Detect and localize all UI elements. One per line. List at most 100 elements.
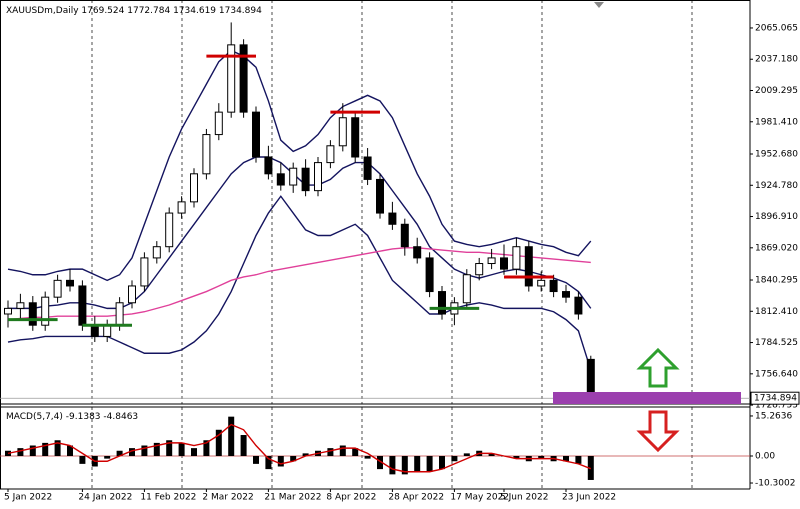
- candle-body: [338, 117, 347, 147]
- x-tick-label: 21 Mar 2022: [264, 493, 321, 503]
- x-tick-label: 11 Feb 2022: [140, 493, 196, 503]
- macd-bar: [575, 456, 582, 464]
- candle-body: [177, 201, 186, 214]
- macd-bar: [377, 456, 383, 470]
- candle-body: [289, 167, 298, 186]
- macd-signal-line: [7, 423, 592, 473]
- candle-body: [351, 117, 360, 158]
- candle-body: [276, 173, 285, 186]
- candle-body: [90, 324, 99, 337]
- candle-body: [314, 162, 322, 192]
- high: 1772.784: [127, 6, 170, 16]
- candle-body: [400, 223, 409, 248]
- x-tick-label: 2 Mar 2022: [202, 493, 253, 503]
- candle-body: [53, 279, 62, 298]
- x-tick-label: 17 May 2022: [450, 493, 509, 503]
- macd-bar: [42, 442, 49, 456]
- candle-body: [41, 296, 50, 326]
- macd-bar: [253, 456, 259, 464]
- candle-body: [66, 279, 74, 287]
- x-tick-label: 5 Jan 2022: [4, 493, 52, 503]
- candle-body: [252, 111, 260, 158]
- candle-body: [475, 263, 484, 276]
- x-tick-label: 28 Apr 2022: [388, 493, 444, 503]
- macd-bar: [166, 440, 173, 456]
- macd-header: MACD(5,7,4) -9.1383 -4.8463: [6, 412, 138, 422]
- candle-body: [326, 145, 335, 164]
- candle-body: [537, 279, 546, 287]
- candle-body: [202, 134, 211, 175]
- macd-bar: [352, 448, 359, 456]
- candle-body: [363, 156, 372, 180]
- candle-body: [376, 178, 384, 214]
- macd-bar: [67, 445, 73, 456]
- macd-bar: [215, 429, 222, 456]
- y-tick-label: 1869.020: [755, 243, 798, 253]
- y-tick-label: 2037.180: [755, 55, 798, 65]
- candle-body: [239, 44, 248, 113]
- down-arrow: [636, 410, 680, 453]
- candle-body: [103, 324, 112, 337]
- macd-main: -9.1383: [66, 412, 101, 422]
- macd-bar: [414, 456, 421, 472]
- macd-bar: [327, 448, 334, 456]
- open: 1769.524: [81, 6, 124, 16]
- macd-bar: [302, 453, 309, 456]
- candle-body: [152, 246, 161, 259]
- candle-body: [165, 212, 174, 248]
- y-tick-label: 0.00: [755, 452, 775, 462]
- macd-bar: [153, 442, 160, 456]
- current-price: 1734.894: [754, 394, 797, 404]
- macd-bar: [439, 456, 445, 470]
- candle-body: [227, 44, 236, 113]
- candle-body: [438, 291, 446, 315]
- candle-body: [549, 279, 558, 293]
- x-tick-label: 8 Apr 2022: [326, 493, 376, 503]
- macd-bar: [17, 448, 24, 456]
- y-tick-label: 1981.410: [755, 117, 798, 127]
- candle-body: [140, 257, 149, 287]
- macd-bar: [228, 416, 235, 456]
- macd-bar: [141, 445, 148, 456]
- macd-bar: [116, 450, 123, 456]
- macd-bar: [463, 453, 470, 456]
- candle-body: [28, 302, 37, 326]
- low: 1734.619: [173, 6, 216, 16]
- shift-marker: [594, 2, 604, 8]
- candle-body: [562, 291, 570, 298]
- y-tick-label: 1812.410: [755, 307, 798, 317]
- macd-bar: [364, 456, 371, 459]
- y-tick-label: -10.3002: [755, 479, 795, 489]
- macd-bar: [191, 448, 197, 456]
- y-tick-label: 1896.910: [755, 212, 798, 222]
- candle-body: [425, 257, 434, 293]
- symbol: XAUUSDm,Daily: [6, 6, 79, 16]
- macd-bar: [488, 453, 495, 456]
- candle-body: [524, 246, 533, 287]
- macd-bar: [5, 450, 11, 456]
- x-tick-label: 5 Jun 2022: [500, 493, 548, 503]
- x-tick-label: 23 Jun 2022: [562, 493, 616, 503]
- macd-bar: [203, 440, 210, 456]
- macd-bar: [240, 435, 247, 456]
- macd-bar: [79, 456, 86, 464]
- chart-header: XAUUSDm,Daily 1769.524 1772.784 1734.619…: [6, 6, 262, 16]
- moving-average: [7, 247, 591, 321]
- candle-body: [16, 302, 25, 309]
- candle-body: [115, 302, 124, 326]
- y-tick-label: 2065.065: [755, 23, 798, 33]
- macd-bar: [277, 456, 284, 467]
- y-tick-label: 2009.295: [755, 86, 798, 96]
- macd-bar: [178, 442, 185, 456]
- candle-body: [574, 296, 583, 315]
- y-tick-label: 15.2636: [755, 411, 792, 421]
- candle-body: [190, 173, 198, 203]
- up-arrow: [636, 347, 680, 388]
- y-tick-label: 1924.780: [755, 181, 798, 191]
- macd-signal: -4.8463: [103, 412, 138, 422]
- candle-body: [301, 167, 310, 192]
- y-tick-label: 1784.525: [755, 338, 798, 348]
- macd-bar: [54, 440, 61, 456]
